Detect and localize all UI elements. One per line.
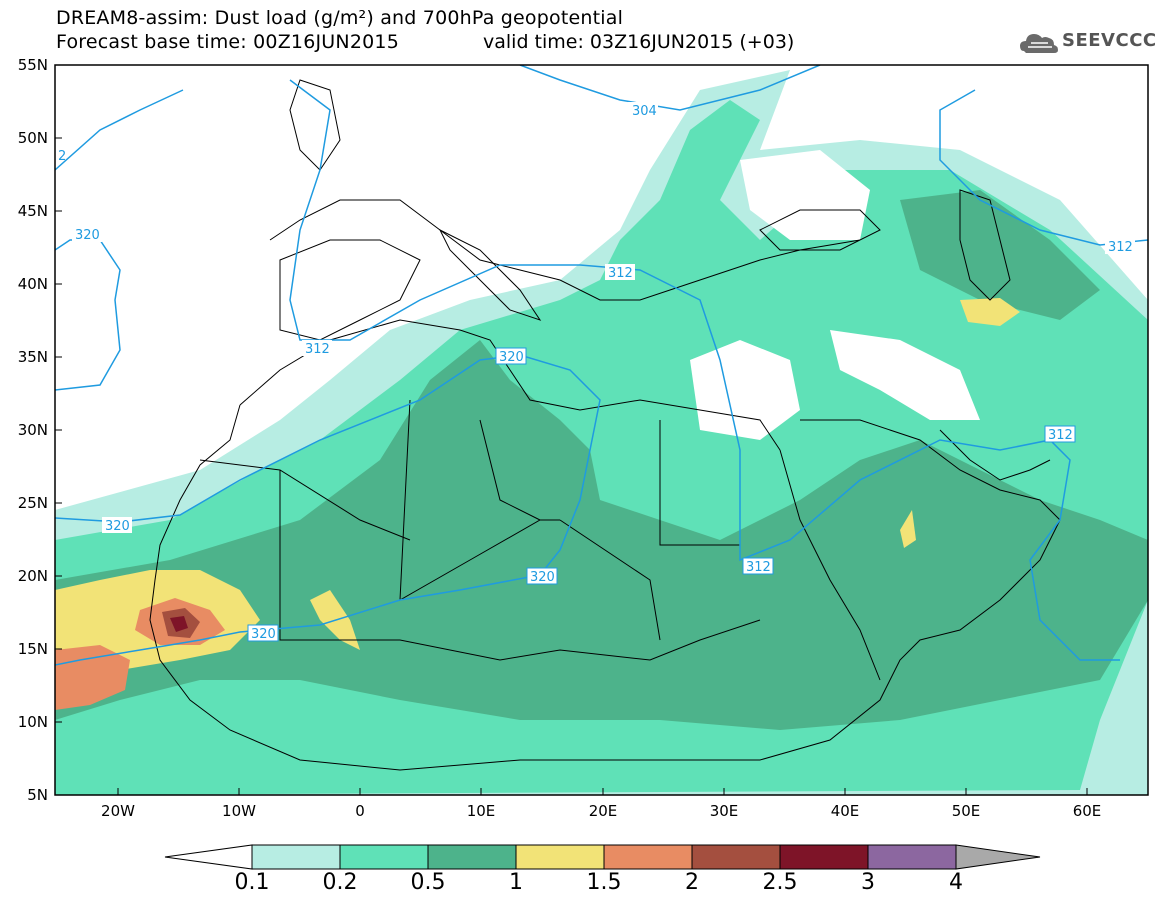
colorbar-label: 0.1 xyxy=(234,870,270,895)
lon-label: 40E xyxy=(830,802,860,820)
axis-ticks xyxy=(55,137,1088,795)
lat-label: 45N xyxy=(17,202,48,220)
colorbar-swatch xyxy=(867,844,957,870)
colorbar-low-arrow xyxy=(164,844,253,870)
colorbar-swatch xyxy=(251,844,341,870)
valid-time: valid time: 03Z16JUN2015 (+03) xyxy=(483,31,795,53)
dust-field xyxy=(55,70,1148,795)
lat-label: 5N xyxy=(27,786,48,804)
contour-label: 312 xyxy=(305,342,330,357)
lon-label: 30E xyxy=(709,802,739,820)
colorbar-label: 2.5 xyxy=(762,870,798,895)
lat-label: 15N xyxy=(17,640,48,658)
lat-label: 25N xyxy=(17,494,48,512)
lat-label: 50N xyxy=(17,129,48,147)
colorbar-label: 0.2 xyxy=(322,870,358,895)
lon-label: 10E xyxy=(466,802,496,820)
contour-label: 312 xyxy=(1108,240,1133,255)
lat-label: 40N xyxy=(17,275,48,293)
arabia-east xyxy=(800,419,1061,521)
dust-band-1-caspian xyxy=(960,298,1020,326)
clear-area-europe xyxy=(740,150,870,240)
sahara-border-2 xyxy=(399,399,560,601)
geopotential-contours xyxy=(55,65,1148,666)
persian-gulf xyxy=(939,429,1051,481)
lat-label: 30N xyxy=(17,421,48,439)
contour-label: 304 xyxy=(632,104,657,119)
contour-312-north xyxy=(289,79,1120,661)
cloud-logo-icon xyxy=(1020,34,1058,53)
contour-label: 312 xyxy=(608,266,633,281)
colorbar-swatch xyxy=(427,844,517,870)
colorbar-swatch xyxy=(339,844,429,870)
lat-label: 35N xyxy=(17,348,48,366)
contour-2-nw xyxy=(55,89,184,171)
iberia xyxy=(279,239,421,341)
contour-label: 320 xyxy=(499,350,524,365)
colorbar-label: 1 xyxy=(509,870,523,895)
lon-label: 0 xyxy=(355,802,365,820)
colorbar-high-arrow xyxy=(955,844,1041,870)
colorbar-label: 0.5 xyxy=(410,870,446,895)
contour-label: 320 xyxy=(530,570,555,585)
sahara-border-4 xyxy=(659,420,740,546)
lon-label: 20E xyxy=(588,802,618,820)
contour-labels: 304 312 320 312 320 320 320 320 312 312 … xyxy=(58,102,1135,642)
europe-coast xyxy=(269,199,861,301)
contour-label: 320 xyxy=(105,519,130,534)
lat-long-border-1 xyxy=(199,459,411,541)
lon-label: 60E xyxy=(1072,802,1102,820)
colorbar-label: 3 xyxy=(861,870,875,895)
forecast-base-time: Forecast base time: 00Z16JUN2015 xyxy=(56,31,399,53)
dust-band-05 xyxy=(55,340,1148,730)
colorbar xyxy=(164,844,1041,870)
clear-area-egypt xyxy=(690,340,800,440)
sahel-border xyxy=(300,619,761,661)
contour-320-main xyxy=(55,354,601,666)
logo-text: SEEVCCC xyxy=(1062,30,1157,51)
clear-area-arabia xyxy=(830,330,980,420)
africa-coastline xyxy=(149,404,1061,771)
contour-label: 312 xyxy=(746,560,771,575)
map-title: DREAM8-assim: Dust load (g/m²) and 700hP… xyxy=(56,7,624,29)
colorbar-label: 4 xyxy=(949,870,963,895)
lon-label: 50E xyxy=(951,802,981,820)
contour-label: 320 xyxy=(75,228,100,243)
colorbar-label: 2 xyxy=(685,870,699,895)
colorbar-swatch xyxy=(691,844,781,870)
contour-label: 320 xyxy=(251,627,276,642)
lat-label: 55N xyxy=(17,56,48,74)
dust-band-05-caspian xyxy=(900,190,1100,320)
lon-label: 10W xyxy=(222,802,256,820)
dust-band-25 xyxy=(170,616,188,632)
red-sea xyxy=(779,449,881,681)
black-sea xyxy=(759,209,881,251)
italy xyxy=(438,228,542,321)
colorbar-swatch xyxy=(603,844,693,870)
lon-label: 20W xyxy=(101,802,135,820)
contour-312-ne xyxy=(939,89,1148,246)
contour-label: 2 xyxy=(58,149,66,164)
sahara-border-5 xyxy=(479,419,541,521)
colorbar-label: 1.5 xyxy=(586,870,622,895)
sahara-border-1 xyxy=(279,470,300,641)
lat-label: 20N xyxy=(17,567,48,585)
sahara-border-3 xyxy=(559,519,661,641)
dust-band-1-sudan xyxy=(900,510,916,548)
lat-label: 10N xyxy=(17,713,48,731)
colorbar-swatch xyxy=(779,844,869,870)
contour-label: 312 xyxy=(1048,428,1073,443)
colorbar-swatch xyxy=(515,844,605,870)
